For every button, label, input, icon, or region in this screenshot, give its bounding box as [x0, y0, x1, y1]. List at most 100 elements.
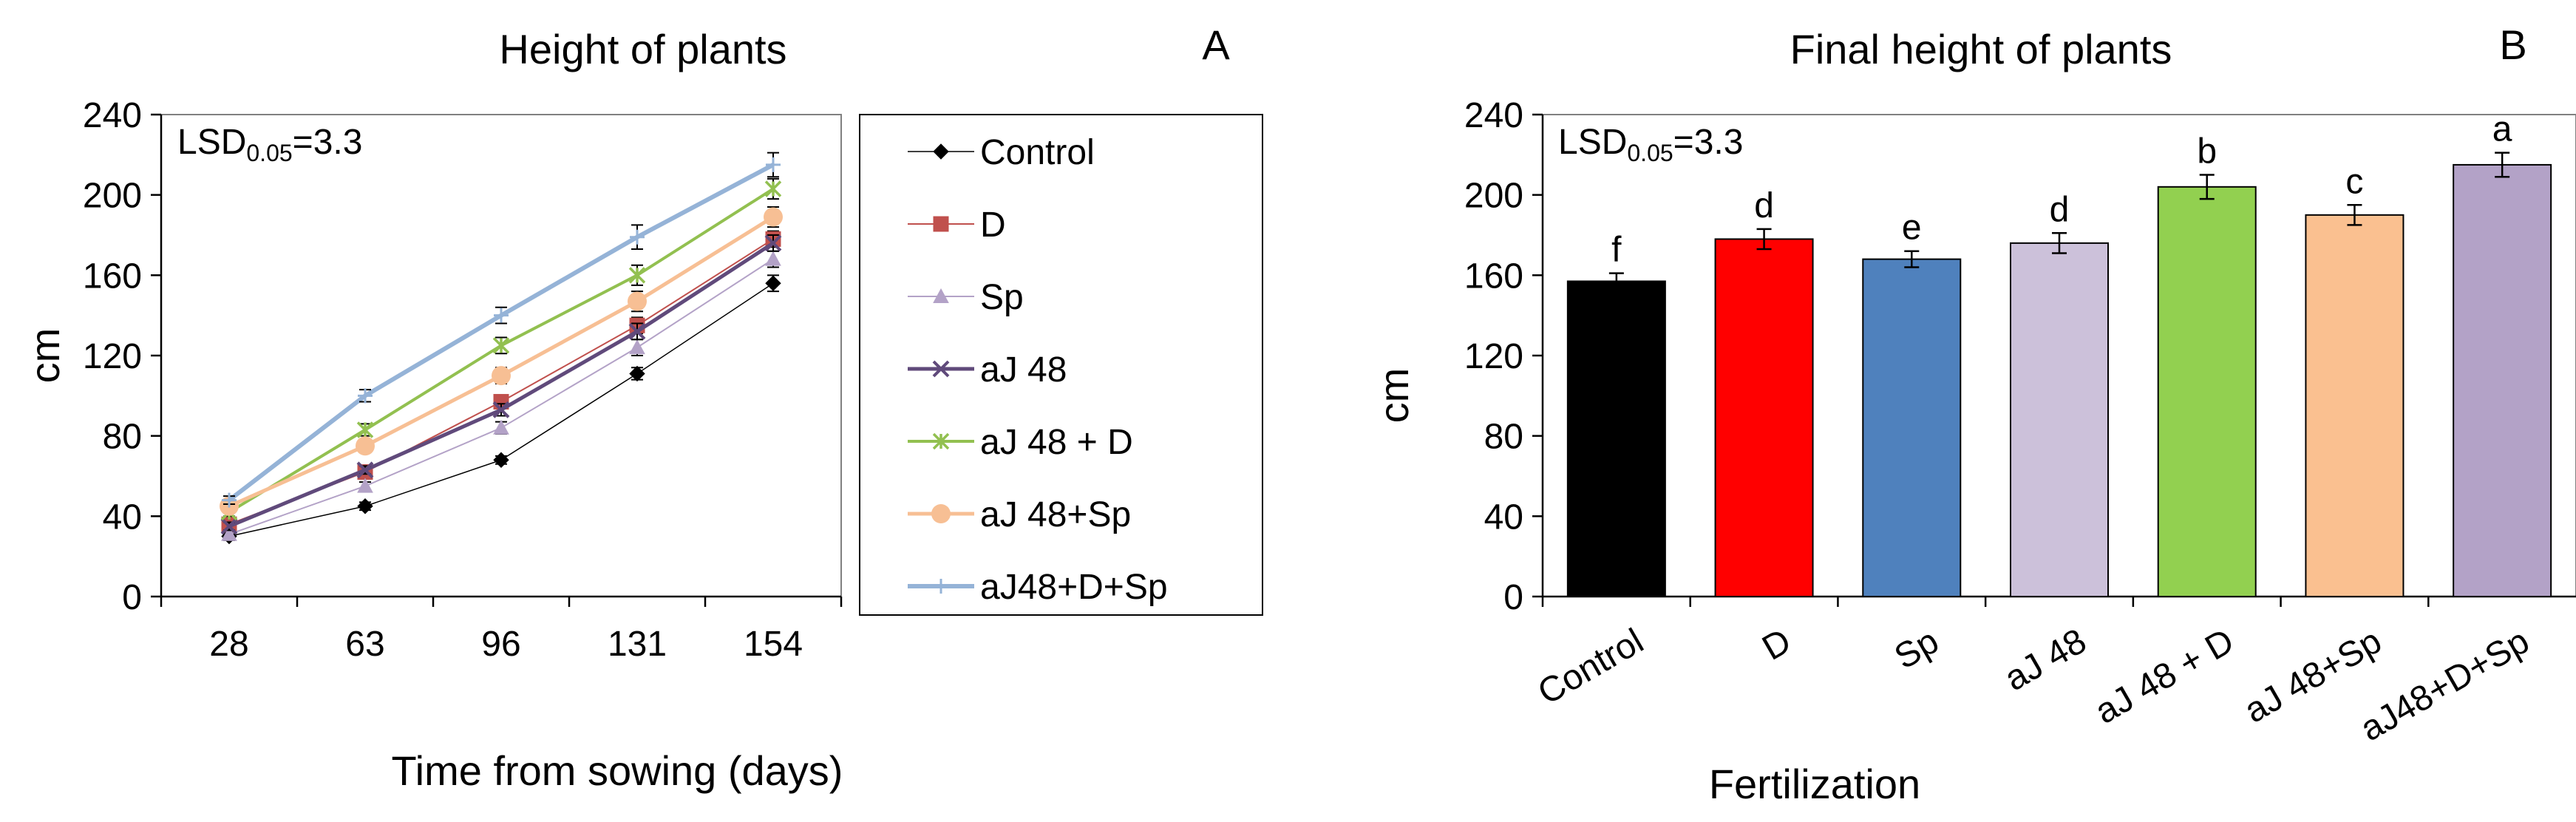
- x-tick-label: aJ 48: [1998, 622, 2093, 699]
- legend-marker: [932, 360, 950, 378]
- bar: [1714, 238, 1814, 597]
- x-tick-label: Control: [1532, 622, 1651, 713]
- series-aj48-d-sp: [222, 152, 781, 508]
- bar-group: e Sp: [1837, 208, 1962, 677]
- panel-b-lsd-value: =3.3: [1673, 123, 1744, 162]
- x-tick-label: 154: [744, 625, 803, 664]
- panel-a-x-ticks: 28 63 96 131 154: [160, 597, 843, 664]
- bar-group: f Control: [1532, 231, 1666, 713]
- error-bar: [2199, 174, 2215, 200]
- y-tick-label: 240: [83, 96, 142, 135]
- data-point: [630, 229, 645, 245]
- panel-b-bar-chart: Final height of plants B 0 40 80 120 160 200 2…: [1370, 21, 2576, 807]
- data-point: [494, 308, 509, 323]
- y-tick-label: 40: [103, 497, 142, 537]
- data-point: [492, 366, 511, 386]
- y-tick-label: 200: [1464, 177, 1523, 216]
- series-aj-48-d: [220, 177, 782, 521]
- panel-a-legend-box: [859, 114, 1263, 616]
- panel-a-lsd-subscript: 0.05: [246, 140, 292, 166]
- significance-letter: c: [2345, 162, 2363, 201]
- legend-marker: [933, 143, 949, 160]
- panel-b-lsd-annotation: LSD0.05=3.3: [1558, 123, 1743, 166]
- error-bar: [2347, 204, 2362, 226]
- legend-item: Sp: [908, 278, 1024, 317]
- panel-a-y-ticks: 0 40 80 120 160 200 240: [83, 96, 161, 617]
- bar: [2157, 186, 2257, 598]
- series-line: [228, 163, 775, 502]
- bar: [2305, 214, 2405, 598]
- panel-b-lsd-prefix: LSD: [1558, 123, 1627, 162]
- x-tick-label: 131: [608, 625, 667, 664]
- legend-item: D: [908, 206, 1006, 245]
- data-point: [221, 526, 237, 541]
- bar: [2453, 163, 2552, 597]
- legend-label: aJ 48+Sp: [980, 495, 1131, 534]
- significance-letter: b: [2197, 132, 2217, 171]
- legend-marker: [933, 288, 949, 303]
- data-point: [629, 339, 645, 355]
- data-point: [356, 436, 375, 456]
- data-point: [765, 251, 781, 266]
- panel-b-lsd-subscript: 0.05: [1627, 140, 1673, 166]
- y-tick-label: 40: [1484, 497, 1523, 537]
- data-point: [357, 498, 373, 514]
- data-point: [222, 492, 237, 508]
- data-point: [357, 478, 373, 493]
- panel-a-lsd-prefix: LSD: [177, 123, 246, 162]
- significance-letter: d: [1754, 186, 1774, 225]
- significance-letter: d: [2050, 190, 2070, 229]
- data-point: [764, 180, 782, 197]
- y-tick-label: 0: [1503, 578, 1523, 617]
- y-tick-label: 120: [1464, 337, 1523, 376]
- legend-label: aJ48+D+Sp: [980, 568, 1168, 607]
- data-point: [765, 275, 781, 291]
- panel-a-y-label: cm: [21, 328, 68, 384]
- legend-item: aJ48+D+Sp: [908, 568, 1168, 607]
- x-tick-label: D: [1756, 622, 1798, 668]
- panel-a-line-chart: Height of plants A 0 40 80 120 160 200 240 28 6…: [21, 21, 1263, 794]
- data-point: [492, 337, 510, 354]
- panel-a-legend: Control D Sp aJ 48 aJ 48 + D aJ 48+Sp aJ48+D+S…: [908, 133, 1168, 607]
- x-tick-label: Sp: [1888, 622, 1945, 677]
- legend-item: aJ 48: [908, 350, 1067, 390]
- panel-b-y-label: cm: [1370, 368, 1417, 424]
- data-point: [356, 461, 374, 479]
- legend-label: aJ 48: [980, 350, 1067, 390]
- x-tick-label: aJ48+D+Sp: [2354, 622, 2536, 750]
- data-point: [764, 234, 782, 252]
- error-bar: [2052, 232, 2067, 254]
- data-point: [629, 365, 645, 382]
- data-point: [493, 419, 509, 435]
- bar-group: b aJ 48 + D: [2089, 132, 2257, 732]
- legend-marker: [932, 432, 950, 450]
- bar-group: dD: [1689, 186, 1814, 668]
- significance-letter: a: [2492, 110, 2512, 149]
- legend-label: aJ 48 + D: [980, 423, 1133, 462]
- panel-b-x-label: Fertilization: [1709, 761, 1920, 807]
- bar-group: caJ 48+Sp: [2238, 162, 2405, 731]
- y-tick-label: 200: [83, 177, 142, 216]
- legend-item: aJ 48 + D: [908, 423, 1133, 462]
- data-point: [220, 517, 238, 535]
- series-aj-48: [220, 234, 782, 535]
- data-point: [628, 267, 646, 284]
- legend-item: aJ 48+Sp: [908, 495, 1131, 534]
- legend-item: Control: [908, 133, 1095, 172]
- x-tick-label: 96: [481, 625, 520, 664]
- panel-a-lsd-value: =3.3: [293, 123, 363, 162]
- significance-letter: e: [1902, 208, 1922, 248]
- y-tick-label: 120: [83, 337, 142, 376]
- y-tick-label: 240: [1464, 96, 1523, 135]
- data-point: [628, 322, 646, 340]
- panel-a-series: [220, 152, 783, 545]
- y-tick-label: 160: [1464, 257, 1523, 296]
- series-sp: [221, 250, 781, 541]
- significance-letter: f: [1611, 231, 1622, 270]
- error-bar: [1904, 250, 1920, 268]
- data-point: [492, 401, 510, 418]
- panel-b-title: Final height of plants: [1790, 26, 2172, 72]
- x-tick-label: 28: [209, 625, 248, 664]
